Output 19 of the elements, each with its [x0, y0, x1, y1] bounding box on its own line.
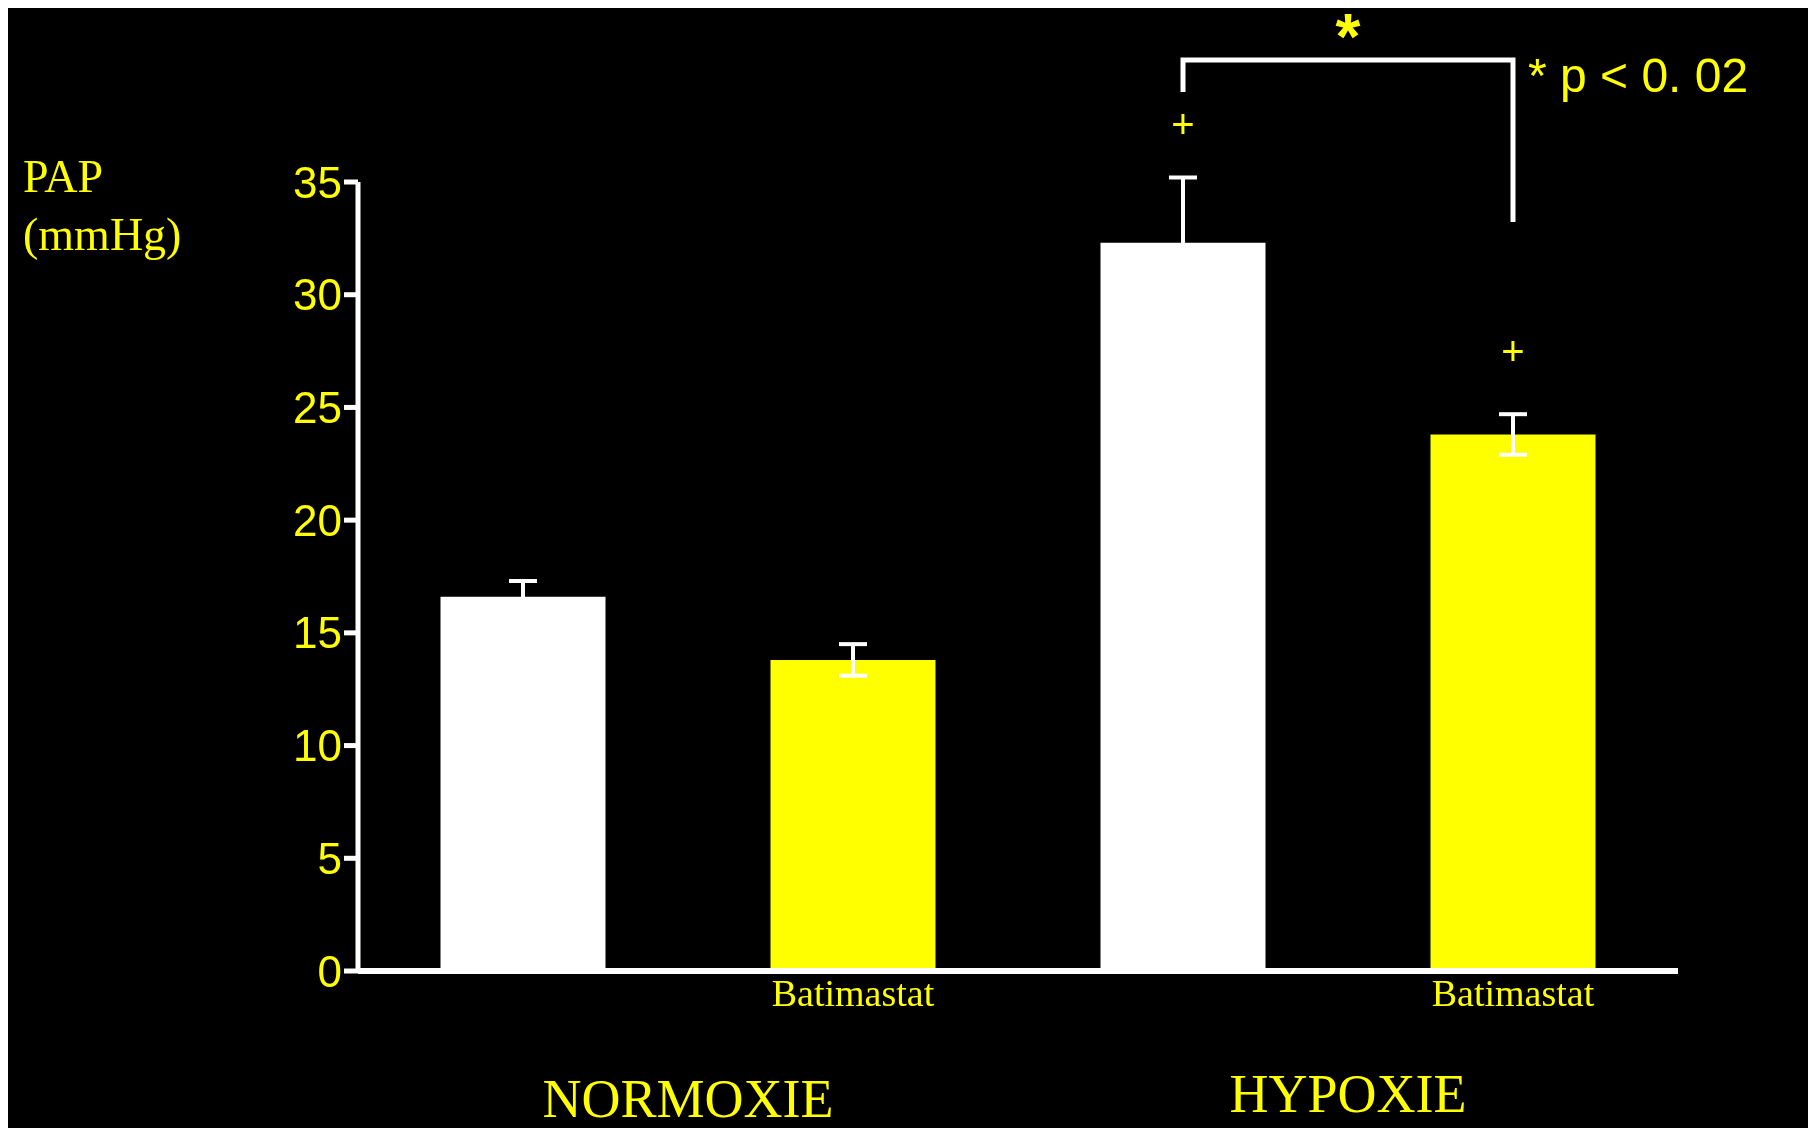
annotation: +	[1501, 329, 1525, 374]
y-tick-label: 30	[293, 270, 342, 320]
text: *	[1335, 1, 1361, 73]
y-tick-label: 20	[293, 495, 342, 545]
x-tick-label: Batimastat	[771, 971, 935, 1014]
text: * p < 0. 02	[1528, 49, 1749, 102]
y-tick-label: 15	[293, 608, 342, 658]
y-axis-title: PAP (mmHg)	[23, 151, 182, 260]
text: NORMOXIE	[542, 1069, 834, 1129]
y-tick-label: 10	[293, 721, 342, 771]
x-tick-label: Batimastat	[1431, 971, 1595, 1014]
y-tick-label: 35	[293, 157, 342, 207]
text: HYPOXIE	[1229, 1064, 1467, 1124]
y-tick-label: 5	[317, 833, 342, 883]
y-tick-label: 25	[293, 383, 342, 433]
text: +	[1171, 102, 1195, 147]
bar	[1430, 434, 1596, 971]
bar	[770, 659, 936, 971]
y-tick-label: 0	[317, 946, 342, 996]
